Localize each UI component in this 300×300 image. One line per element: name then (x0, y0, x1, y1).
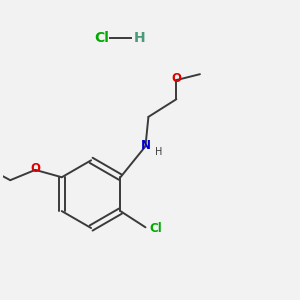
Text: Cl: Cl (149, 222, 162, 235)
Text: N: N (140, 139, 151, 152)
Text: H: H (134, 31, 146, 45)
Text: Cl: Cl (94, 31, 109, 45)
Text: H: H (155, 147, 162, 157)
Text: O: O (30, 162, 40, 175)
Text: O: O (172, 72, 182, 85)
